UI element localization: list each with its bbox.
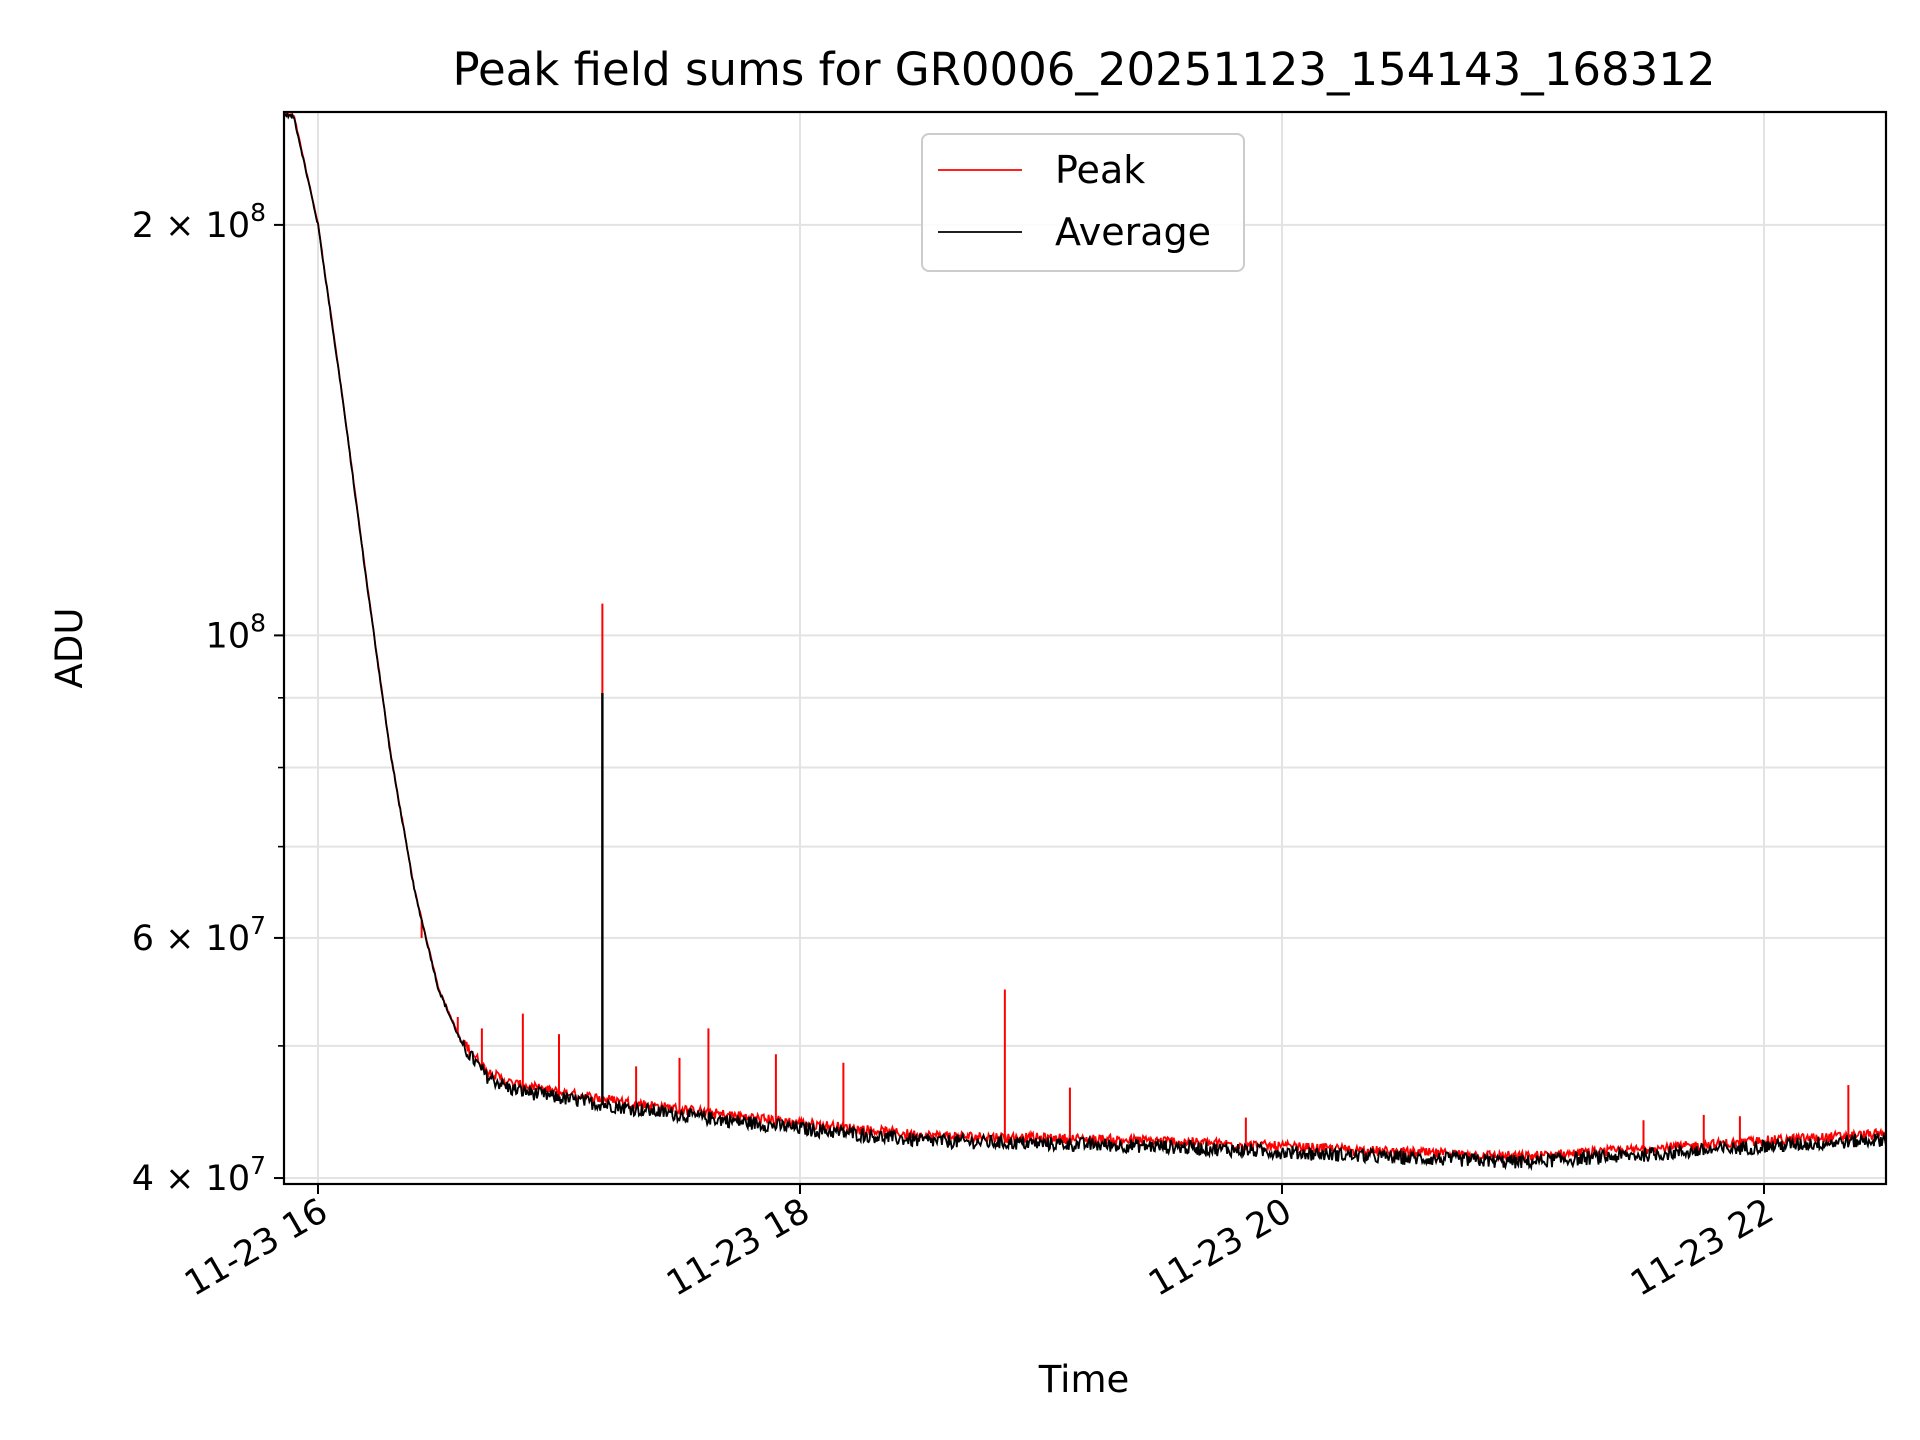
y-tick-label: 2 × 108 xyxy=(132,198,266,246)
series xyxy=(284,112,1886,1172)
y-tick-label: 6 × 107 xyxy=(132,911,266,959)
legend-peak-label: Peak xyxy=(1055,148,1145,192)
chart-title: Peak field sums for GR0006_20251123_1541… xyxy=(452,43,1715,96)
legend-box xyxy=(921,133,1245,272)
y-tick-label: 108 xyxy=(206,608,266,656)
legend-average-label: Average xyxy=(1055,210,1211,254)
legend: Peak Average xyxy=(921,133,1245,272)
y-axis-label: ADU xyxy=(48,608,91,689)
y-axis-ticks: 4 × 107 6 × 107 108 2 × 108 xyxy=(132,198,284,1199)
x-axis-label: Time xyxy=(1038,1358,1130,1401)
y-tick-label: 4 × 107 xyxy=(132,1151,266,1199)
average-series-line xyxy=(284,112,1886,1172)
plot-frame xyxy=(282,110,1888,1186)
grid xyxy=(284,112,1886,1184)
